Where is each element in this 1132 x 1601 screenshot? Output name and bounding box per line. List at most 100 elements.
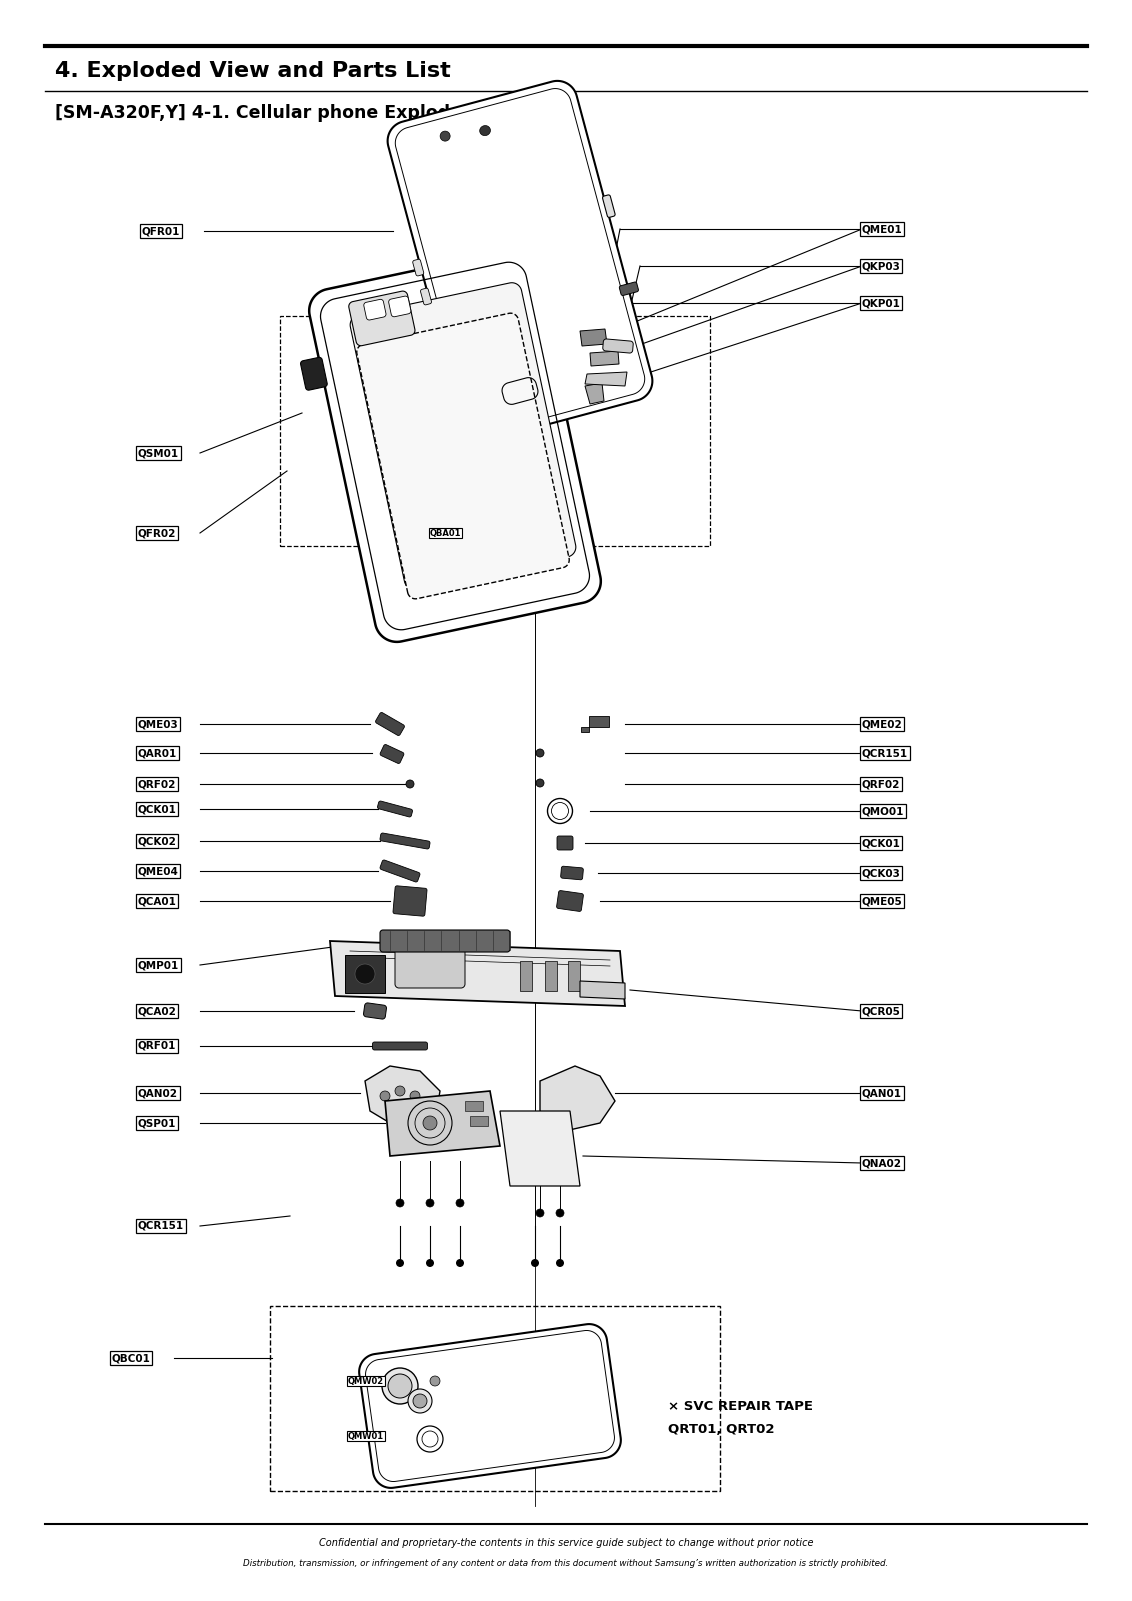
Polygon shape [363, 1002, 386, 1020]
Bar [465, 1101, 483, 1111]
Text: QCK01: QCK01 [138, 804, 177, 813]
Text: QME03: QME03 [138, 719, 179, 728]
Text: QME02: QME02 [861, 719, 902, 728]
Circle shape [531, 1258, 539, 1266]
Text: QRT01, QRT02: QRT01, QRT02 [668, 1423, 774, 1436]
Text: QCA02: QCA02 [138, 1005, 177, 1017]
Polygon shape [309, 250, 601, 642]
Text: QBC01: QBC01 [112, 1353, 151, 1362]
Polygon shape [372, 1042, 428, 1050]
Polygon shape [602, 195, 615, 218]
Polygon shape [580, 328, 607, 346]
Circle shape [355, 964, 375, 985]
Polygon shape [500, 1111, 580, 1186]
Polygon shape [393, 885, 427, 916]
Text: QSM01: QSM01 [138, 448, 179, 458]
Bar [520, 961, 532, 991]
Bar [544, 961, 557, 991]
Text: QMW02: QMW02 [348, 1377, 384, 1385]
Polygon shape [301, 357, 327, 391]
Circle shape [426, 1199, 434, 1207]
Text: QKP01: QKP01 [861, 298, 901, 307]
Polygon shape [380, 833, 430, 849]
Text: QMP01: QMP01 [138, 961, 179, 970]
Polygon shape [560, 866, 583, 881]
Polygon shape [331, 941, 625, 1005]
Text: QAN01: QAN01 [861, 1089, 902, 1098]
Text: QAR01: QAR01 [138, 748, 178, 757]
Text: QCK01: QCK01 [861, 837, 901, 849]
Circle shape [535, 1209, 544, 1217]
Text: QKP03: QKP03 [861, 261, 901, 271]
Circle shape [456, 1199, 464, 1207]
Text: QCK02: QCK02 [138, 836, 177, 845]
Circle shape [396, 1199, 404, 1207]
Text: QRF02: QRF02 [138, 780, 177, 789]
Polygon shape [540, 1066, 615, 1130]
Circle shape [408, 1390, 432, 1414]
Text: QNA02: QNA02 [861, 1158, 902, 1169]
Polygon shape [413, 259, 423, 275]
Polygon shape [557, 836, 573, 850]
Circle shape [381, 1367, 418, 1404]
Text: × SVC REPAIR TAPE: × SVC REPAIR TAPE [668, 1399, 813, 1412]
Circle shape [456, 1258, 464, 1266]
Text: QMW01: QMW01 [348, 1431, 384, 1441]
Text: QME04: QME04 [138, 866, 179, 876]
Text: Confidential and proprietary-the contents in this service guide subject to chang: Confidential and proprietary-the content… [319, 1539, 813, 1548]
Polygon shape [380, 744, 404, 764]
Circle shape [430, 1375, 440, 1386]
Polygon shape [357, 314, 569, 599]
Polygon shape [590, 351, 619, 367]
Text: QME01: QME01 [861, 224, 902, 234]
Text: QFR01: QFR01 [142, 226, 180, 235]
Polygon shape [619, 282, 638, 296]
Text: QME05: QME05 [861, 897, 902, 906]
Text: QSP01: QSP01 [138, 1117, 177, 1129]
Circle shape [535, 749, 544, 757]
Polygon shape [387, 82, 652, 442]
Bar [345, 956, 385, 993]
Text: QBA01: QBA01 [430, 528, 462, 538]
Polygon shape [380, 930, 511, 953]
Polygon shape [365, 1066, 440, 1126]
Polygon shape [376, 712, 404, 735]
Circle shape [423, 1116, 437, 1130]
Polygon shape [359, 1324, 620, 1487]
Text: QCR151: QCR151 [138, 1222, 185, 1231]
Circle shape [440, 131, 451, 141]
Polygon shape [377, 800, 412, 817]
Polygon shape [388, 296, 411, 317]
Polygon shape [480, 125, 490, 136]
Circle shape [380, 1090, 391, 1101]
Circle shape [396, 1258, 404, 1266]
Bar [568, 961, 580, 991]
Text: [SM-A320F,Y] 4-1. Cellular phone Exploded View: [SM-A320F,Y] 4-1. Cellular phone Explode… [55, 104, 528, 122]
Bar [280, 315, 710, 546]
Polygon shape [585, 371, 627, 386]
Circle shape [410, 1090, 420, 1101]
Polygon shape [395, 948, 465, 988]
Text: QCR05: QCR05 [861, 1005, 901, 1017]
Polygon shape [420, 288, 431, 304]
Polygon shape [602, 339, 633, 354]
Circle shape [388, 1374, 412, 1398]
Text: QAN02: QAN02 [138, 1089, 178, 1098]
Polygon shape [363, 299, 386, 320]
Polygon shape [580, 981, 625, 999]
Polygon shape [557, 890, 583, 911]
Text: QRF02: QRF02 [861, 780, 900, 789]
Circle shape [406, 780, 414, 788]
Polygon shape [581, 716, 609, 732]
Text: Distribution, transmission, or infringement of any content or data from this doc: Distribution, transmission, or infringem… [243, 1558, 889, 1567]
Circle shape [535, 780, 544, 788]
Polygon shape [585, 383, 604, 403]
Text: QFR02: QFR02 [138, 528, 177, 538]
Bar [271, 1306, 720, 1491]
Circle shape [413, 1394, 427, 1407]
Circle shape [426, 1258, 434, 1266]
Text: QRF01: QRF01 [138, 1041, 177, 1050]
Text: 4. Exploded View and Parts List: 4. Exploded View and Parts List [55, 61, 451, 82]
Text: QCA01: QCA01 [138, 897, 177, 906]
Circle shape [556, 1258, 564, 1266]
